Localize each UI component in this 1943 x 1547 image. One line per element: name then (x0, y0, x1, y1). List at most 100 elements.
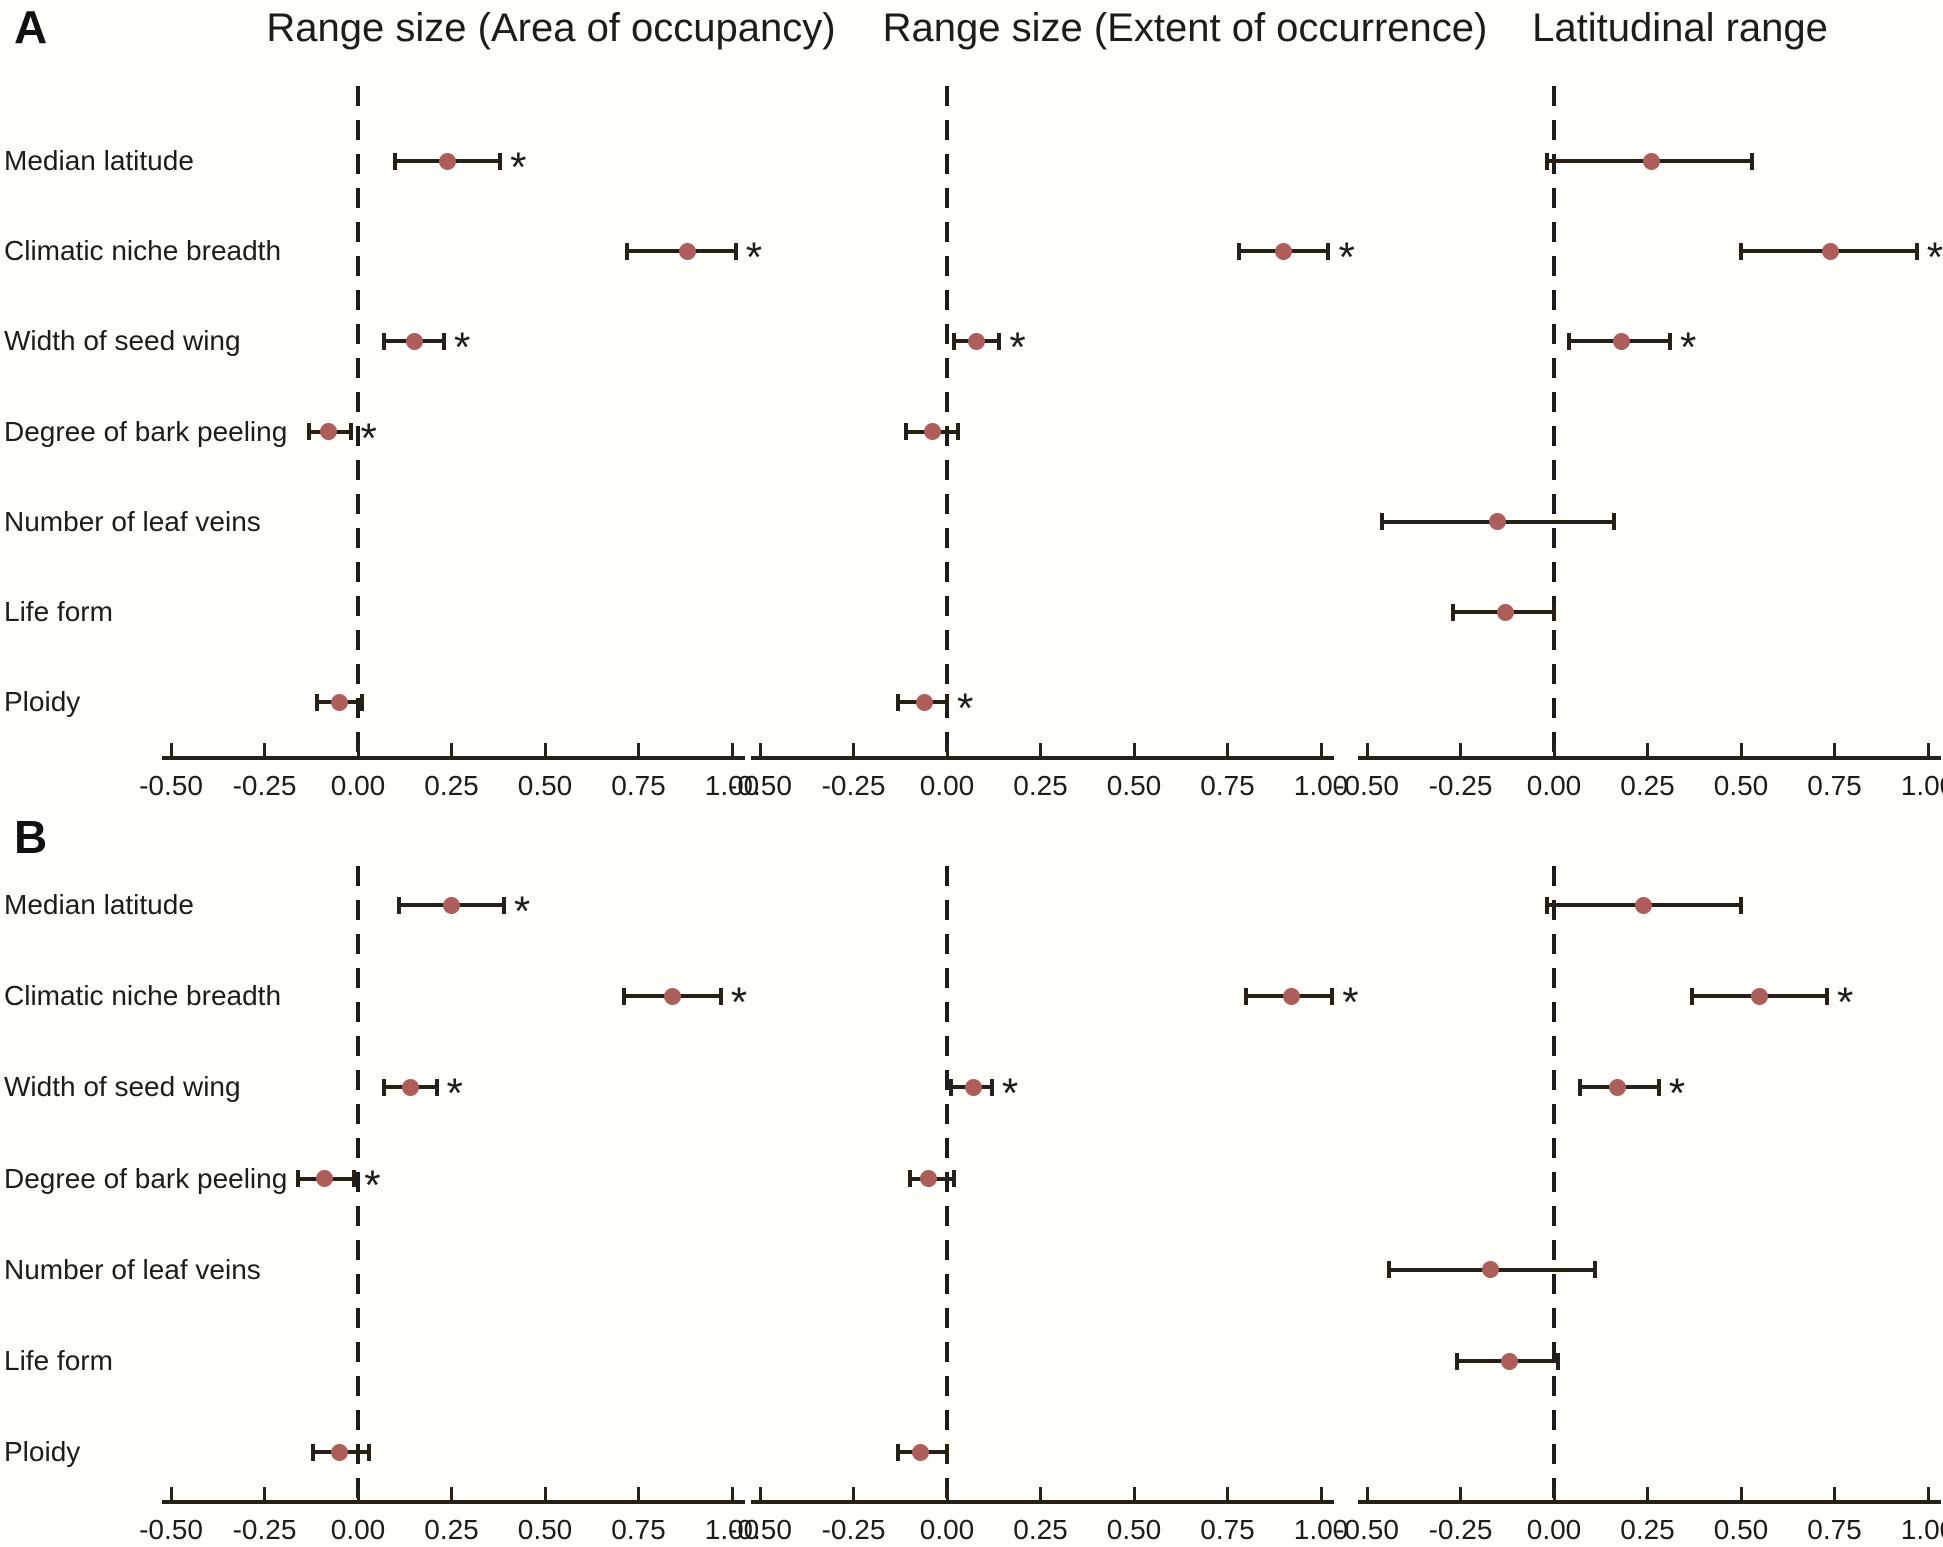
ci-cap-left (903, 423, 908, 441)
estimate-dot (678, 242, 696, 260)
estimate-dot (964, 1078, 982, 1096)
ci-cap-right (956, 423, 961, 441)
x-axis-tick (1552, 1487, 1556, 1500)
significance-asterisk: * (454, 324, 471, 372)
ci-cap-left (1544, 896, 1549, 914)
x-axis-tick-label: 0.00 (1526, 770, 1582, 801)
x-axis-tick (1459, 1487, 1462, 1500)
significance-asterisk: * (446, 1070, 463, 1118)
zero-reference-line (356, 866, 360, 1500)
ci-cap-left (1379, 513, 1384, 531)
ci-cap-left (1578, 1078, 1583, 1096)
estimate-dot (315, 1170, 333, 1188)
ci-cap-right (1914, 242, 1919, 260)
estimate-dot (330, 693, 348, 711)
x-axis-tick-label: 1.00 (1293, 770, 1349, 801)
x-axis-tick (637, 1487, 640, 1500)
ci-cap-left (1244, 987, 1249, 1005)
significance-asterisk: * (1837, 978, 1854, 1026)
estimate-dot (330, 1443, 348, 1461)
ci-cap-right (1825, 987, 1830, 1005)
panel-b-label: B (14, 811, 48, 863)
x-axis-tick-label: 0.75 (1807, 770, 1862, 801)
estimate-dot (1481, 1261, 1499, 1279)
x-axis-tick-label: 0.25 (424, 770, 479, 801)
significance-asterisk: * (1668, 1070, 1686, 1118)
ci-cap-right (952, 1170, 957, 1188)
ci-cap-right (348, 423, 353, 441)
x-axis-tick-label: -0.25 (232, 770, 297, 801)
zero-reference-line (1552, 86, 1556, 756)
x-axis-tick-label: 0.75 (1200, 1514, 1255, 1545)
estimate-dot (1500, 1352, 1518, 1370)
x-axis-tick-label: -0.25 (821, 1514, 886, 1545)
ci-cap-left (311, 1443, 316, 1461)
ci-cap-left (1566, 332, 1571, 350)
x-axis-line (161, 756, 746, 760)
ci-cap-left (952, 332, 957, 350)
ci-cap-left (1454, 1352, 1459, 1370)
x-axis-tick (356, 743, 360, 756)
ci-cap-left (896, 1443, 901, 1461)
x-axis-tick-label: 0.50 (1713, 770, 1769, 801)
x-axis-tick (1365, 1487, 1369, 1500)
panel-a-label: A (14, 1, 48, 53)
x-axis-tick-label: -0.50 (728, 770, 792, 801)
significance-asterisk: * (1342, 978, 1359, 1026)
ci-cap-left (907, 1170, 912, 1188)
significance-asterisk: * (1009, 324, 1026, 372)
x-axis-tick-label: -0.50 (139, 770, 203, 801)
x-axis-tick-label: -0.25 (821, 770, 886, 801)
x-axis-tick-label: -0.50 (728, 1514, 792, 1545)
ci-cap-right (1555, 1352, 1560, 1370)
x-axis-tick-label: 0.00 (1526, 1514, 1582, 1545)
x-axis-tick (543, 743, 547, 756)
estimate-dot (968, 332, 986, 350)
estimate-dot (405, 332, 423, 350)
x-axis-line (750, 1500, 1335, 1504)
x-axis-tick (450, 743, 453, 756)
x-axis-tick (852, 1487, 855, 1500)
ci-cap-right (1593, 1261, 1598, 1279)
x-axis-tick (1552, 743, 1556, 756)
ci-cap-right (945, 1443, 949, 1461)
row-label: Number of leaf veins (4, 505, 261, 537)
ci-cap-right (733, 242, 738, 260)
x-axis-tick (1226, 743, 1229, 756)
x-axis-tick (1646, 1487, 1649, 1500)
column-header-area-of-occupancy: Range size (Area of occupancy) (266, 6, 836, 50)
ci-cap-left (1387, 1261, 1392, 1279)
row-label: Median latitude (4, 889, 194, 920)
column-header-latitudinal-range: Latitudinal range (1532, 6, 1828, 50)
ci-cap-right (434, 1078, 439, 1096)
x-axis-tick-label: 0.50 (1106, 1514, 1162, 1545)
row-label: Ploidy (4, 1436, 81, 1468)
ci-cap-right (1330, 987, 1335, 1005)
ci-cap-left (1451, 603, 1456, 621)
x-axis-line (1357, 1500, 1942, 1504)
x-axis-tick (1833, 743, 1836, 756)
x-axis-tick-label: -0.50 (1335, 770, 1399, 801)
x-axis-tick-label: 1.00 (704, 770, 760, 801)
x-axis-tick-label: 0.00 (330, 770, 386, 801)
estimate-dot (1751, 987, 1769, 1005)
ci-cap-right (442, 332, 447, 350)
x-axis-tick-label: -0.50 (139, 1514, 203, 1545)
row-label: Life form (4, 1345, 113, 1376)
x-axis-tick (169, 743, 173, 756)
ci-cap-left (896, 693, 901, 711)
zero-reference-line (1552, 866, 1556, 1500)
x-axis-line (750, 756, 1335, 760)
ci-cap-left (1739, 242, 1743, 260)
x-axis-tick (730, 1487, 734, 1500)
x-axis-tick-label: -0.50 (1335, 1514, 1399, 1545)
row-label: Degree of bark peeling (4, 1162, 288, 1194)
ci-cap-left (382, 332, 387, 350)
ci-cap-left (296, 1170, 301, 1188)
x-axis-tick (730, 743, 734, 756)
significance-asterisk: * (1338, 233, 1355, 281)
x-axis-tick (1319, 743, 1323, 756)
x-axis-tick (852, 743, 855, 756)
significance-asterisk: * (364, 1161, 381, 1209)
row-label: Climatic niche breadth (4, 980, 282, 1012)
